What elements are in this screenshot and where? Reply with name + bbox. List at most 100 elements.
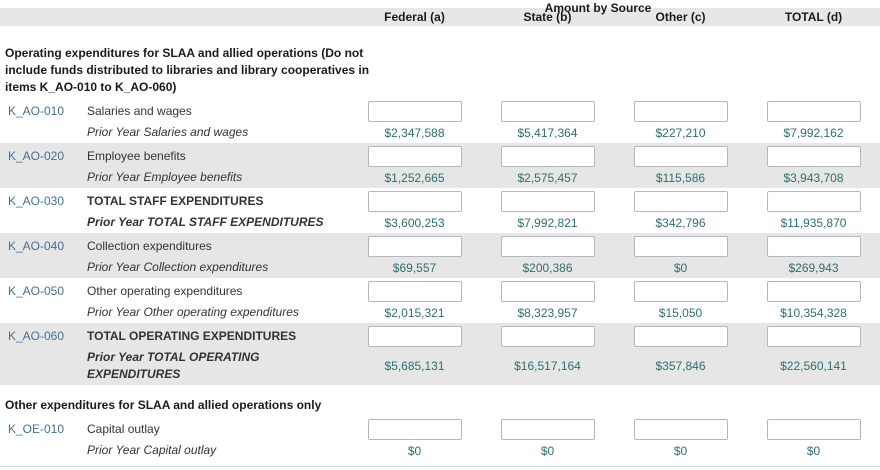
- amount-cell-total: [747, 418, 880, 440]
- expenditure-row: K_AO-020 Employee benefits Prior Year Em…: [0, 143, 880, 188]
- prior-year-label: Prior Year TOTAL OPERATING EXPENDITURES: [87, 350, 260, 381]
- amount-cell-federal: [348, 418, 481, 440]
- amount-input-state[interactable]: [500, 190, 595, 212]
- amount-cell-total: [747, 325, 880, 347]
- amount-input-state[interactable]: [500, 280, 595, 302]
- prior-year-value-state: $200,386: [522, 260, 573, 275]
- item-label: Other operating expenditures: [87, 284, 243, 298]
- amount-input-federal[interactable]: [367, 325, 462, 347]
- amount-input-federal[interactable]: [367, 235, 462, 257]
- amount-input-total[interactable]: [766, 100, 861, 122]
- prior-year-label: Prior Year Collection expenditures: [87, 260, 269, 274]
- column-header-state: State (b): [523, 10, 572, 24]
- expenditure-row: K_AO-060 TOTAL OPERATING EXPENDITURES Pr…: [0, 323, 880, 385]
- prior-year-value-other: $115,586: [655, 170, 706, 185]
- expenditure-row: K_AO-030 TOTAL STAFF EXPENDITURES Prior …: [0, 188, 880, 233]
- amount-input-other[interactable]: [633, 280, 728, 302]
- item-code: K_AO-040: [8, 239, 65, 253]
- expenditure-row: K_OE-010 Capital outlay Prior Year Capit…: [0, 416, 880, 461]
- item-code: K_OE-010: [8, 422, 65, 436]
- prior-year-value-total: $269,943: [788, 260, 839, 275]
- item-label: TOTAL OPERATING EXPENDITURES: [87, 329, 297, 343]
- prior-year-value-federal: $2,347,588: [384, 125, 445, 140]
- amount-input-state[interactable]: [500, 235, 595, 257]
- amount-input-federal[interactable]: [367, 190, 462, 212]
- amount-input-other[interactable]: [633, 145, 728, 167]
- amount-input-other[interactable]: [633, 190, 728, 212]
- section-title: Operating expenditures for SLAA and alli…: [5, 46, 370, 94]
- amount-by-source-title: Amount by Source: [544, 1, 652, 15]
- prior-year-value-federal: $3,600,253: [384, 215, 445, 230]
- expenditure-row: K_AO-050 Other operating expenditures Pr…: [0, 278, 880, 323]
- amount-input-state[interactable]: [500, 325, 595, 347]
- section-rows: K_OE-010 Capital outlay Prior Year Capit…: [0, 416, 880, 461]
- amount-input-state[interactable]: [500, 418, 595, 440]
- expenditure-row: K_AO-040 Collection expenditures Prior Y…: [0, 233, 880, 278]
- item-label: TOTAL STAFF EXPENDITURES: [87, 194, 264, 208]
- amount-cell-state: [481, 100, 614, 122]
- item-label: Capital outlay: [87, 422, 160, 436]
- item-code: K_AO-060: [8, 329, 65, 343]
- amount-cell-other: [614, 325, 747, 347]
- amount-input-federal[interactable]: [367, 100, 462, 122]
- amount-cell-federal: [348, 145, 481, 167]
- prior-year-value-other: $0: [673, 443, 688, 458]
- amount-input-total[interactable]: [766, 418, 861, 440]
- amount-cell-federal: [348, 325, 481, 347]
- prior-year-value-other: $0: [673, 260, 688, 275]
- amount-cell-state: [481, 190, 614, 212]
- amount-input-total[interactable]: [766, 145, 861, 167]
- amount-input-state[interactable]: [500, 100, 595, 122]
- amount-input-state[interactable]: [500, 145, 595, 167]
- amount-cell-federal: [348, 280, 481, 302]
- column-header-row: Federal (a) State (b) Other (c) TOTAL (d…: [0, 8, 880, 26]
- amount-cell-state: [481, 145, 614, 167]
- prior-year-label: Prior Year Other operating expenditures: [87, 305, 299, 319]
- prior-year-value-federal: $69,557: [392, 260, 437, 275]
- prior-year-value-federal: $2,015,321: [384, 305, 445, 320]
- prior-year-value-state: $16,517,164: [514, 359, 581, 373]
- item-label: Collection expenditures: [87, 239, 212, 253]
- prior-year-value-total: $7,992,162: [783, 125, 844, 140]
- amount-cell-other: [614, 190, 747, 212]
- amount-input-other[interactable]: [633, 418, 728, 440]
- amount-input-total[interactable]: [766, 325, 861, 347]
- amount-input-total[interactable]: [766, 190, 861, 212]
- item-code: K_AO-050: [8, 284, 65, 298]
- amount-cell-federal: [348, 100, 481, 122]
- prior-year-label: Prior Year TOTAL STAFF EXPENDITURES: [87, 215, 324, 229]
- prior-year-value-state: $0: [540, 443, 555, 458]
- prior-year-value-federal: $5,685,131: [384, 359, 445, 373]
- prior-year-value-total: $3,943,708: [783, 170, 844, 185]
- amount-cell-other: [614, 145, 747, 167]
- amount-input-other[interactable]: [633, 325, 728, 347]
- amount-cell-federal: [348, 190, 481, 212]
- bottom-divider: [0, 466, 880, 467]
- prior-year-value-other: $357,846: [655, 359, 706, 373]
- item-code: K_AO-010: [8, 104, 65, 118]
- form-section: Operating expenditures for SLAA and alli…: [0, 45, 880, 385]
- amount-input-total[interactable]: [766, 235, 861, 257]
- amount-cell-total: [747, 280, 880, 302]
- amount-cell-state: [481, 280, 614, 302]
- amount-input-federal[interactable]: [367, 280, 462, 302]
- prior-year-value-federal: $1,252,665: [384, 170, 445, 185]
- amount-input-other[interactable]: [633, 235, 728, 257]
- amount-cell-other: [614, 280, 747, 302]
- amount-input-federal[interactable]: [367, 145, 462, 167]
- form-body: Operating expenditures for SLAA and alli…: [0, 45, 880, 461]
- amount-input-federal[interactable]: [367, 418, 462, 440]
- column-header-total: TOTAL (d): [784, 10, 843, 24]
- prior-year-value-federal: $0: [407, 443, 422, 458]
- amount-input-total[interactable]: [766, 280, 861, 302]
- amount-cell-other: [614, 100, 747, 122]
- prior-year-label: Prior Year Capital outlay: [87, 443, 217, 457]
- prior-year-value-other: $227,210: [655, 125, 706, 140]
- amount-input-other[interactable]: [633, 100, 728, 122]
- item-label: Salaries and wages: [87, 104, 192, 118]
- prior-year-label: Prior Year Salaries and wages: [87, 125, 249, 139]
- prior-year-value-other: $15,050: [658, 305, 703, 320]
- form-section: Other expenditures for SLAA and allied o…: [0, 397, 880, 461]
- item-code: K_AO-030: [8, 194, 65, 208]
- section-rows: K_AO-010 Salaries and wages Prior Year S…: [0, 98, 880, 385]
